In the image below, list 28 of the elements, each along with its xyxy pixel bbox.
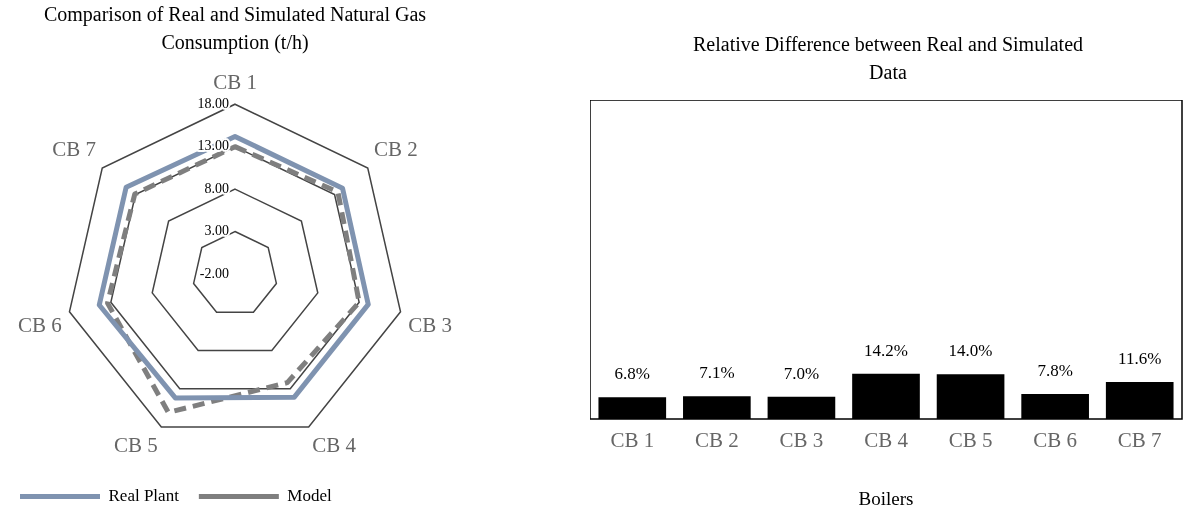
spoke-label: CB 3 [408, 312, 453, 337]
data-label: 7.1% [699, 363, 735, 383]
spoke-label: CB 1 [213, 70, 257, 95]
spoke-label: CB 7 [52, 137, 96, 162]
data-label: 14.2% [864, 340, 908, 360]
chart-title: Comparison of Real and Simulated Natural Gas Consumption (t/h) [42, 2, 428, 56]
x-tick-label: CB 7 [1117, 428, 1162, 453]
x-tick-label: CB 2 [694, 428, 739, 453]
spoke-label: CB 2 [374, 137, 418, 162]
x-tick-label: CB 6 [1033, 428, 1078, 453]
chart-title: Relative Difference between Real and Simulated Data [692, 32, 1084, 85]
y-tick-label: 3.00 [204, 223, 229, 239]
x-tick-label: CB 4 [864, 428, 909, 453]
data-label: 6.8% [614, 364, 650, 384]
data-label: 7.8% [1037, 361, 1073, 381]
data-label: 7.0% [783, 363, 820, 383]
x-axis-title: Boilers [858, 487, 914, 509]
data-label: 11.6% [1118, 348, 1162, 368]
x-tick-label: CB 3 [779, 428, 824, 453]
legend-label: Real Plant [108, 485, 180, 505]
x-tick-label: CB 1 [610, 428, 655, 453]
y-tick-label: 8.00 [204, 180, 229, 196]
spoke-label: CB 6 [17, 312, 62, 337]
legend-label: Model [287, 485, 333, 505]
data-label: 14.0% [948, 341, 993, 361]
y-tick-label: -2.00 [199, 265, 229, 281]
y-tick-label: 18.00 [197, 95, 229, 111]
x-tick-label: CB 5 [948, 428, 993, 453]
